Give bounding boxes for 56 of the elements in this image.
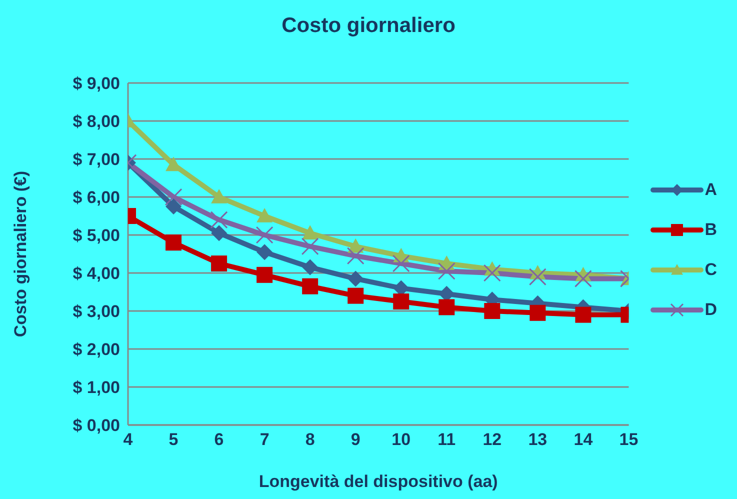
y-tick-label: $ 7,00 bbox=[72, 150, 120, 170]
x-tick-label: 10 bbox=[392, 430, 411, 450]
y-tick-label: $ 3,00 bbox=[72, 302, 120, 322]
x-tick-label: 15 bbox=[619, 430, 638, 450]
x-tick-label: 8 bbox=[305, 430, 315, 450]
point bbox=[483, 264, 501, 282]
point bbox=[301, 238, 319, 256]
x-tick-label: 11 bbox=[438, 430, 456, 450]
x-tick-label: 9 bbox=[350, 430, 360, 450]
point bbox=[348, 288, 364, 304]
x-tick-label: 12 bbox=[482, 430, 502, 450]
point bbox=[256, 226, 274, 244]
y-tick-label: $ 8,00 bbox=[72, 112, 120, 132]
y-tick-label: $ 5,00 bbox=[72, 226, 120, 246]
y-tick-label: $ 0,00 bbox=[72, 416, 120, 436]
x-tick-label: 14 bbox=[574, 430, 594, 450]
legend-label: D bbox=[704, 300, 717, 320]
legend-label: A bbox=[704, 180, 717, 200]
x-tick-label: 13 bbox=[528, 430, 548, 450]
y-tick-label: $ 9,00 bbox=[72, 74, 120, 94]
x-tick-label: 5 bbox=[168, 430, 178, 450]
point bbox=[574, 270, 592, 288]
x-tick-label: 4 bbox=[123, 430, 134, 450]
point bbox=[528, 268, 546, 286]
x-tick-label: 6 bbox=[214, 430, 224, 450]
point bbox=[392, 254, 410, 272]
point bbox=[211, 256, 228, 272]
point bbox=[302, 225, 318, 240]
legend-label: C bbox=[704, 260, 717, 280]
point bbox=[346, 247, 364, 265]
point bbox=[575, 306, 592, 323]
x-axis-title: Longevità del dispositivo (aa) bbox=[258, 472, 498, 491]
point bbox=[438, 299, 455, 316]
point bbox=[393, 294, 410, 310]
legend-label: B bbox=[704, 220, 717, 240]
point bbox=[348, 270, 364, 287]
point bbox=[256, 244, 273, 260]
point bbox=[210, 211, 228, 229]
x-tick-label: 7 bbox=[260, 430, 270, 450]
point bbox=[530, 304, 546, 321]
point bbox=[256, 266, 273, 283]
y-tick-label: $ 2,00 bbox=[72, 340, 120, 360]
y-tick-label: $ 4,00 bbox=[72, 264, 120, 284]
point bbox=[302, 259, 318, 276]
point bbox=[302, 278, 318, 294]
chart-title: Costo giornaliero bbox=[280, 14, 456, 38]
point bbox=[438, 262, 456, 280]
y-axis-title: Costo giornaliero (€) bbox=[11, 170, 30, 338]
point bbox=[166, 198, 182, 214]
point bbox=[211, 225, 228, 242]
y-tick-label: $ 1,00 bbox=[72, 378, 120, 398]
point bbox=[211, 189, 228, 204]
point bbox=[166, 234, 182, 251]
point bbox=[256, 208, 273, 222]
y-tick-label: $ 6,00 bbox=[72, 188, 120, 208]
point bbox=[484, 303, 500, 319]
